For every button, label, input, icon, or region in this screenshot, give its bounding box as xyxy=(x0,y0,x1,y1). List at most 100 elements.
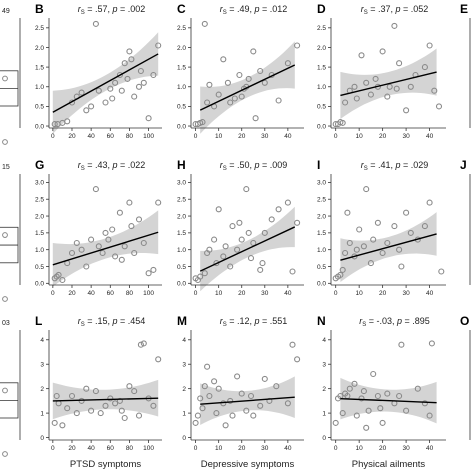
data-point xyxy=(118,256,125,263)
data-point xyxy=(51,419,58,426)
stat-annotation: rS = .41, p = .029 xyxy=(361,160,429,172)
data-point xyxy=(131,388,138,395)
x-tick-label: 10 xyxy=(356,445,364,452)
data-point xyxy=(211,236,218,243)
y-tick-label: 0.5 xyxy=(35,264,44,271)
data-point xyxy=(252,115,259,122)
y-tick-label: 0.5 xyxy=(317,264,326,271)
regression-line xyxy=(340,71,437,97)
data-point xyxy=(398,263,405,270)
data-point xyxy=(131,249,138,257)
data-point xyxy=(414,385,421,392)
x-tick-label: 30 xyxy=(402,133,410,140)
y-tick-label: 4 xyxy=(322,337,326,344)
data-point xyxy=(204,363,211,370)
x-tick-label: 40 xyxy=(284,133,292,140)
y-tick-label: 2.0 xyxy=(35,213,44,220)
panel-letter: C xyxy=(177,2,186,16)
data-point xyxy=(428,340,435,347)
data-point xyxy=(55,271,62,278)
data-point xyxy=(222,243,229,250)
data-point xyxy=(353,412,360,419)
x-tick-label: 30 xyxy=(261,445,269,452)
data-point xyxy=(150,71,157,79)
y-tick-label: 2.5 xyxy=(35,25,44,32)
data-point xyxy=(236,71,243,79)
data-point xyxy=(229,223,236,230)
y-tick-label: 1.5 xyxy=(35,230,44,237)
data-point xyxy=(403,407,410,414)
data-point xyxy=(135,412,143,419)
data-point xyxy=(59,276,66,284)
scatter-panel-i: 0.0 0.5 1.0 1.5 2.0 2.5 3.0 0 10 20 30 40 I rS = .41,… xyxy=(317,158,446,297)
data-point xyxy=(351,380,358,387)
data-point xyxy=(257,67,264,75)
data-point xyxy=(107,395,114,402)
data-point xyxy=(273,383,280,390)
regression-line xyxy=(200,396,295,405)
y-tick-label: 1 xyxy=(182,410,186,417)
data-point xyxy=(126,383,133,390)
x-axis-title: Physical ailments xyxy=(352,459,426,470)
data-point xyxy=(105,236,112,243)
y-tick-label: 0.0 xyxy=(35,123,44,130)
data-point xyxy=(92,20,99,27)
x-tick-label: 20 xyxy=(238,133,246,140)
fragment-label: 49 xyxy=(2,8,10,15)
data-point xyxy=(367,91,374,98)
fragment-point xyxy=(2,75,8,82)
data-point xyxy=(284,400,291,407)
data-point xyxy=(211,378,218,385)
y-tick-label: 0.0 xyxy=(177,281,186,288)
data-point xyxy=(155,42,162,49)
data-point xyxy=(95,243,102,250)
x-tick-label: 40 xyxy=(284,290,292,297)
y-tick-label: 3 xyxy=(182,362,186,369)
data-point xyxy=(234,373,241,380)
data-point xyxy=(124,75,131,82)
data-point xyxy=(238,236,245,243)
data-point xyxy=(121,243,128,250)
data-point xyxy=(268,216,275,223)
data-point xyxy=(438,268,445,275)
stat-annotation: rS = .49, p = .012 xyxy=(220,4,288,16)
y-tick-label: 1.5 xyxy=(177,64,186,71)
data-point xyxy=(206,246,213,253)
data-point xyxy=(199,119,206,126)
data-point xyxy=(234,246,241,253)
x-tick-label: 40 xyxy=(88,133,96,140)
y-tick-label: 0.5 xyxy=(177,104,186,111)
data-point xyxy=(426,199,433,206)
data-point xyxy=(421,400,428,407)
stat-annotation: rS = .43, p = .022 xyxy=(78,160,146,172)
scatter-panel-g: 0.0 0.5 1.0 1.5 2.0 2.5 3.0 0 20 40 60 80 100 G rS = .… xyxy=(35,158,162,297)
data-point xyxy=(339,119,346,126)
x-tick-label: 20 xyxy=(68,290,76,297)
panel-letter: G xyxy=(35,158,44,172)
data-point xyxy=(140,79,147,86)
data-point xyxy=(259,260,266,267)
x-tick-label: 100 xyxy=(143,133,154,140)
data-point xyxy=(346,239,353,247)
panel-letter: L xyxy=(35,314,42,328)
y-tick-label: 3 xyxy=(40,362,44,369)
y-tick-label: 1.5 xyxy=(317,64,326,71)
data-point xyxy=(64,118,71,125)
data-point xyxy=(379,249,386,257)
data-point xyxy=(215,206,222,213)
y-tick-label: 4 xyxy=(40,337,44,344)
data-point xyxy=(112,253,119,260)
data-point xyxy=(199,405,206,412)
data-point xyxy=(337,271,344,278)
y-tick-label: 0.5 xyxy=(35,104,44,111)
data-point xyxy=(407,229,414,236)
data-point xyxy=(284,199,291,206)
fragment-point xyxy=(2,139,8,145)
data-point xyxy=(403,107,410,114)
data-point xyxy=(379,48,386,55)
x-tick-label: 0 xyxy=(194,445,198,452)
data-point xyxy=(377,405,384,412)
